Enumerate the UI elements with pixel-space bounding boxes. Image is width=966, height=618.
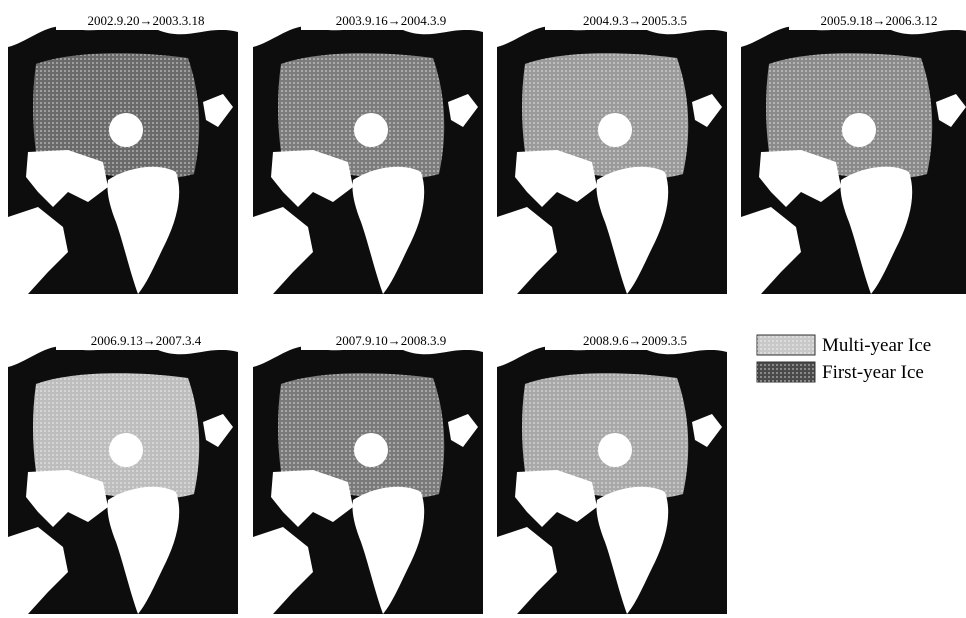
pole-hole — [109, 433, 143, 467]
map-panel: 2007.9.10→2008.3.9 — [253, 322, 483, 614]
pole-hole — [354, 113, 388, 147]
panel-label: 2002.9.20→2003.3.18 — [88, 13, 205, 28]
pole-hole — [354, 433, 388, 467]
panel-label: 2005.9.18→2006.3.12 — [821, 13, 938, 28]
map-panel: 2008.9.6→2009.3.5 — [497, 322, 727, 614]
pole-hole — [109, 113, 143, 147]
map-panel: 2004.9.3→2005.3.5 — [497, 2, 727, 294]
figure: 2002.9.20→2003.3.18 2003.9.16→2004.3.9 200… — [0, 0, 966, 618]
map-panel: 2003.9.16→2004.3.9 — [253, 2, 483, 294]
legend-swatch-texture — [757, 335, 815, 355]
pole-hole — [598, 433, 632, 467]
map-panel: 2006.9.13→2007.3.4 — [8, 322, 238, 614]
map-figure: 2002.9.20→2003.3.18 2003.9.16→2004.3.9 200… — [0, 0, 966, 618]
panel-label: 2003.9.16→2004.3.9 — [336, 13, 447, 28]
legend-label: First-year Ice — [822, 362, 924, 383]
map-panel: 2002.9.20→2003.3.18 — [8, 2, 238, 294]
pole-hole — [598, 113, 632, 147]
panel-label: 2007.9.10→2008.3.9 — [336, 333, 447, 348]
legend-swatch-texture — [757, 362, 815, 382]
panel-label: 2006.9.13→2007.3.4 — [91, 333, 202, 348]
legend-label: Multi-year Ice — [822, 335, 931, 356]
panel-label: 2004.9.3→2005.3.5 — [583, 13, 687, 28]
map-panel: 2005.9.18→2006.3.12 — [741, 2, 966, 294]
pole-hole — [842, 113, 876, 147]
panel-label: 2008.9.6→2009.3.5 — [583, 333, 687, 348]
